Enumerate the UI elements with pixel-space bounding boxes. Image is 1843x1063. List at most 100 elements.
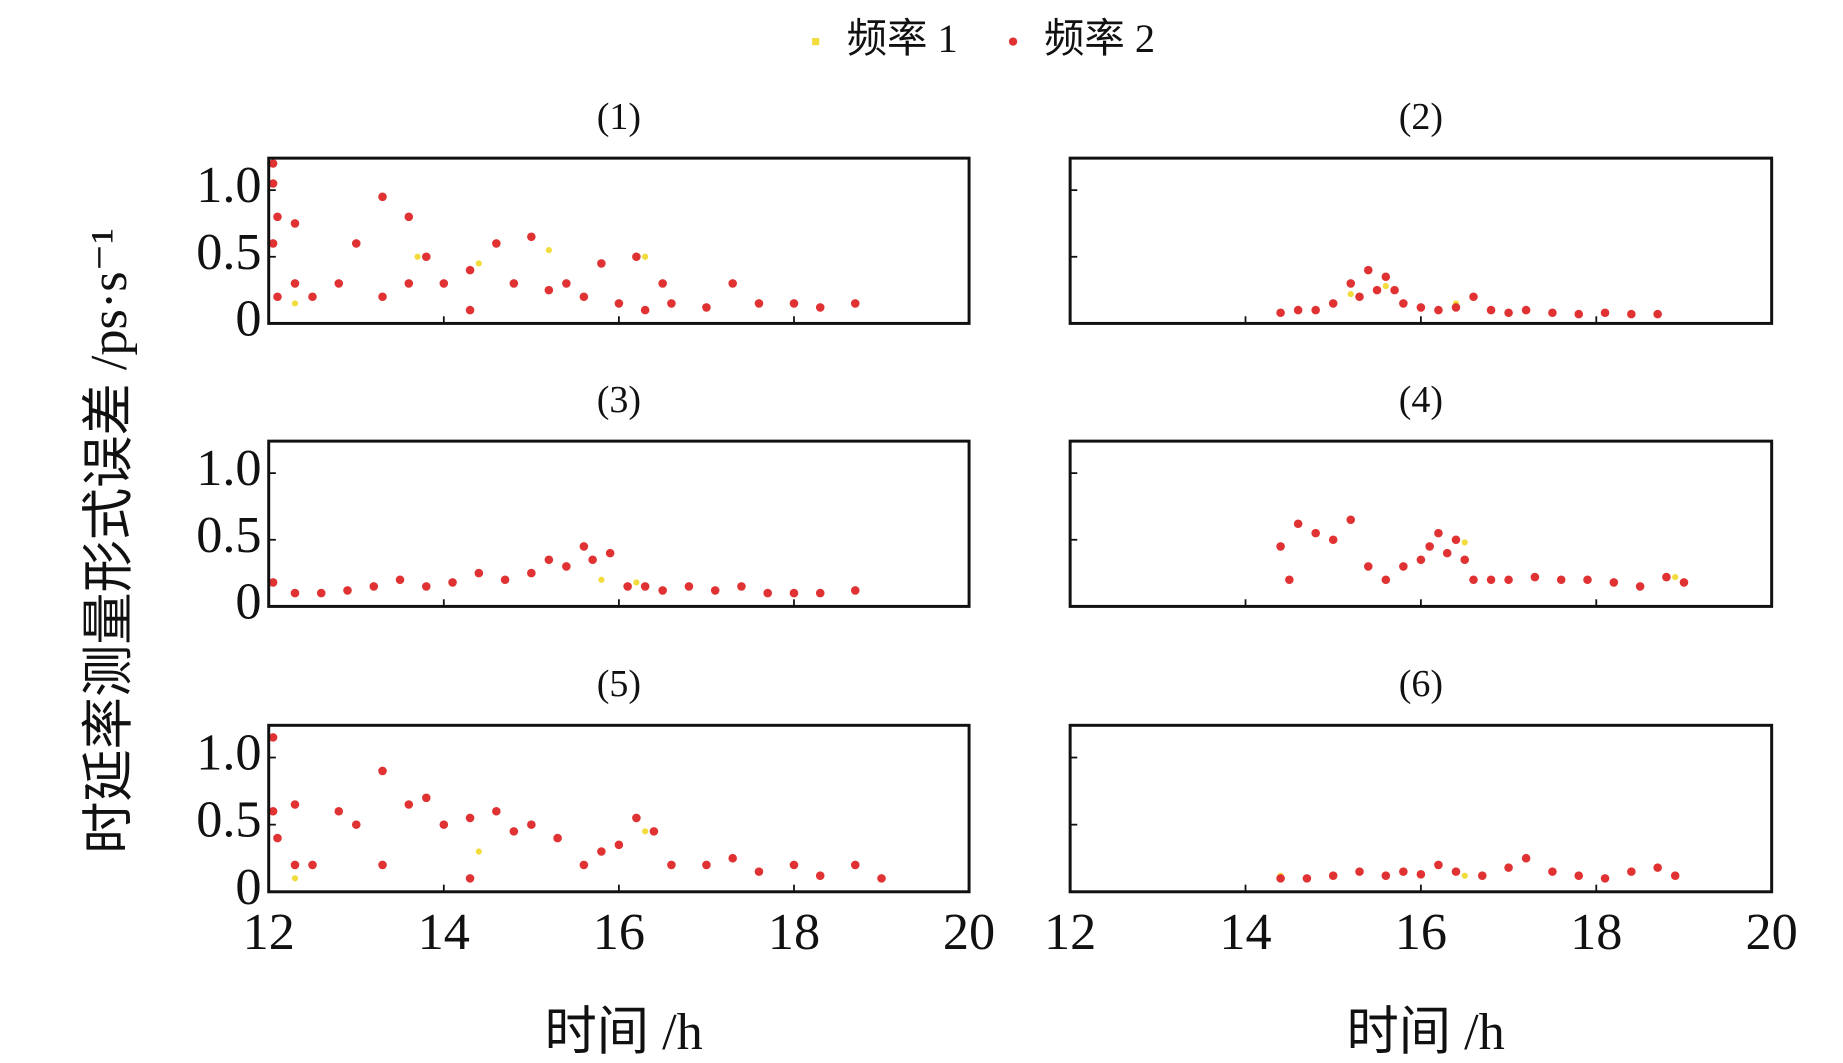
panel-title: (1) [597,96,641,138]
panel-title: (5) [597,663,641,705]
point [754,867,764,876]
point [598,576,605,583]
point [465,265,475,275]
point [509,279,519,288]
point [1442,548,1452,558]
point [268,578,278,587]
point [642,828,649,835]
point [500,575,510,585]
point [597,259,606,268]
point [404,800,414,809]
point [273,212,282,222]
point [588,555,597,565]
x-tick-label: 16 [593,903,645,961]
point [1416,303,1426,312]
point [614,840,624,850]
point [378,292,387,302]
panel-title: (4) [1399,379,1443,421]
point [422,252,431,262]
point [1461,872,1468,879]
point [545,247,552,254]
point [562,562,571,571]
point [877,874,886,883]
point [439,279,449,288]
point [815,588,825,598]
point [1328,535,1338,545]
point [1627,309,1636,319]
point [667,860,676,870]
point [1574,309,1584,319]
point [475,260,482,267]
point [642,253,649,260]
point [1293,519,1303,529]
point [422,793,431,803]
point [614,299,624,308]
point [1486,575,1496,585]
point [544,555,554,565]
panel-title: (2) [1399,96,1443,138]
point [1276,874,1285,883]
point [492,239,501,248]
point [1583,575,1592,585]
point [850,860,860,870]
point [1328,299,1338,308]
point [414,253,421,260]
point [268,806,278,816]
point [1477,871,1487,880]
point [316,588,326,598]
point [273,292,282,302]
point [1346,279,1356,288]
point [273,833,282,843]
point [448,578,457,587]
point [291,300,299,307]
point [1311,305,1320,315]
point [1469,292,1478,302]
x-tick-label: 18 [1570,903,1622,961]
point [1416,870,1426,879]
point [1627,867,1636,876]
x-tick-label: 20 [943,903,995,961]
point [369,582,379,591]
point [404,212,414,222]
point [553,833,562,843]
y-tick-label: 1.0 [196,156,261,214]
legend-label: 频率 1 [847,16,958,61]
point [1548,308,1557,318]
point [1381,575,1391,585]
point [649,827,659,836]
point [351,239,361,248]
point [1672,573,1679,581]
point [1355,867,1364,876]
point [395,575,405,585]
x-tick-label: 12 [1044,903,1096,961]
point [1600,308,1610,318]
point [1276,308,1285,318]
point [605,548,615,558]
point [1285,575,1294,585]
point [579,860,589,870]
point [815,303,825,312]
point [623,582,632,591]
point [1530,572,1540,582]
point [1399,867,1408,876]
point [1521,853,1531,863]
point [351,820,361,829]
point [1390,285,1399,295]
point [1469,575,1478,585]
point [632,813,641,823]
panel-title: (3) [597,379,641,421]
point [1451,303,1461,312]
point [1346,515,1356,525]
point [1425,542,1434,551]
point [789,588,799,598]
point [474,568,484,578]
point [290,588,300,598]
point [290,800,300,809]
x-axis-label: 时间 /h [544,1003,702,1061]
point [465,874,475,883]
point [492,806,501,816]
point [439,820,449,829]
point [378,860,387,870]
point [1381,272,1391,282]
